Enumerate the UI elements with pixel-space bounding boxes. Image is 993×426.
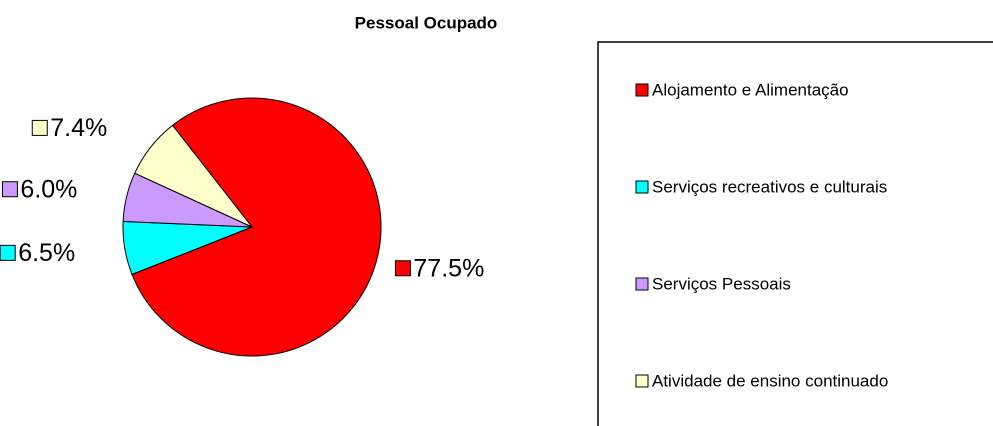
label-swatch <box>31 119 48 136</box>
label-swatch <box>0 244 16 261</box>
pie-slice <box>134 124 253 228</box>
legend-label: Atividade de ensino continuado <box>652 371 888 390</box>
legend-label: Serviços Pessoais <box>652 274 791 293</box>
data-label: 6.0% <box>20 175 77 203</box>
legend-label: Alojamento e Alimentação <box>652 80 849 99</box>
legend-label: Serviços recreativos e culturais <box>652 177 887 196</box>
label-swatch <box>1 181 18 198</box>
label-swatch <box>394 260 411 277</box>
data-label: 6.5% <box>18 239 75 267</box>
legend-swatch <box>635 277 649 291</box>
legend-swatch <box>635 180 649 194</box>
chart-title: Pessoal Ocupado <box>355 13 498 32</box>
legend-swatch <box>635 83 649 97</box>
data-label: 7.4% <box>50 114 107 142</box>
data-label: 77.5% <box>413 254 484 282</box>
pie-slice <box>131 97 382 357</box>
legend-box <box>597 41 993 426</box>
legend-swatch <box>635 374 649 388</box>
